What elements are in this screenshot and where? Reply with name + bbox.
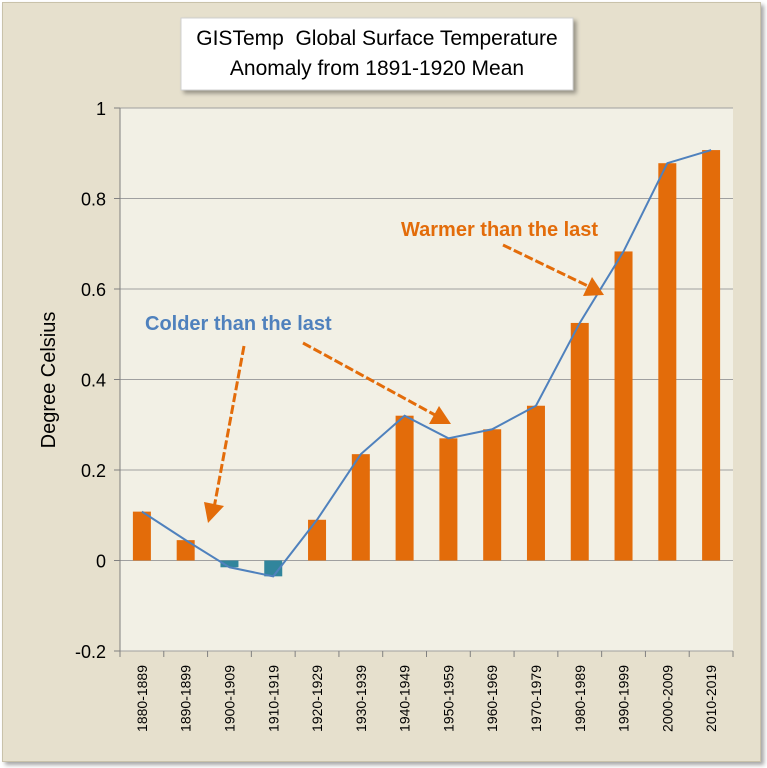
- bar: [439, 438, 458, 561]
- bar: [132, 511, 151, 561]
- bar: [351, 454, 370, 561]
- x-tick-label: 1930-1939: [353, 665, 369, 732]
- bar: [658, 163, 677, 561]
- x-tick-label: 1980-1989: [572, 665, 588, 732]
- annotation-colder: Colder than the last: [145, 313, 332, 335]
- x-tick-label: 1900-1909: [221, 665, 237, 732]
- y-tick-labels: -0.2 0 0.2 0.4 0.6 0.8 1: [75, 99, 106, 662]
- x-tick-label: 2010-2019: [703, 665, 719, 732]
- bar: [176, 540, 195, 561]
- y-tick-label: 0.4: [81, 371, 106, 391]
- y-tick-label: 1: [96, 99, 106, 119]
- bar: [264, 560, 283, 577]
- chart-title-line1: GISTemp Global Surface Temperature: [196, 27, 557, 50]
- arrow-colder-down: [204, 345, 246, 523]
- trend-line-path: [141, 149, 712, 578]
- y-axis-label: Degree Celsius: [38, 312, 60, 449]
- y-tick-label: 0.8: [81, 190, 106, 210]
- title-box: [180, 17, 574, 91]
- bars: [132, 150, 721, 577]
- bar: [395, 415, 414, 561]
- x-tick-label: 1920-1929: [309, 665, 325, 732]
- bar: [220, 560, 239, 568]
- x-tick-label: 1890-1899: [178, 665, 194, 732]
- x-tick-label: 1940-1949: [397, 665, 413, 732]
- chart-svg: GISTemp Global Surface Temperature Anoma…: [38, 17, 734, 732]
- x-tick-label: 1910-1919: [265, 665, 281, 732]
- x-tick-label: 1950-1959: [440, 665, 456, 732]
- y-tick-label: 0.6: [81, 280, 106, 300]
- trend-line: [141, 149, 712, 578]
- x-tick-label: 1880-1889: [134, 665, 150, 732]
- bar: [570, 322, 589, 561]
- x-tick-label: 1990-1999: [616, 665, 632, 732]
- annotation-warmer: Warmer than the last: [401, 219, 598, 241]
- x-tick-label: 1970-1979: [528, 665, 544, 732]
- bar: [614, 251, 633, 561]
- y-tick-label: 0.2: [81, 461, 106, 481]
- y-tick-label: 0: [96, 552, 106, 572]
- y-tick-label: -0.2: [75, 642, 106, 662]
- arrow-warmer: [502, 243, 604, 296]
- arrow-colder-right: [302, 341, 451, 424]
- bar: [526, 405, 545, 561]
- x-tick-labels: 1880-1889 1890-1899 1900-1909 1910-1919 1920…: [134, 665, 719, 732]
- x-tick-label: 2000-2009: [659, 665, 675, 732]
- bar: [702, 150, 721, 561]
- chart-frame: GISTemp Global Surface Temperature Anoma…: [2, 2, 761, 762]
- bar: [308, 519, 327, 561]
- chart-title-line2: Anomaly from 1891-1920 Mean: [230, 57, 524, 80]
- x-tick-label: 1960-1969: [484, 665, 500, 732]
- bar: [483, 429, 502, 561]
